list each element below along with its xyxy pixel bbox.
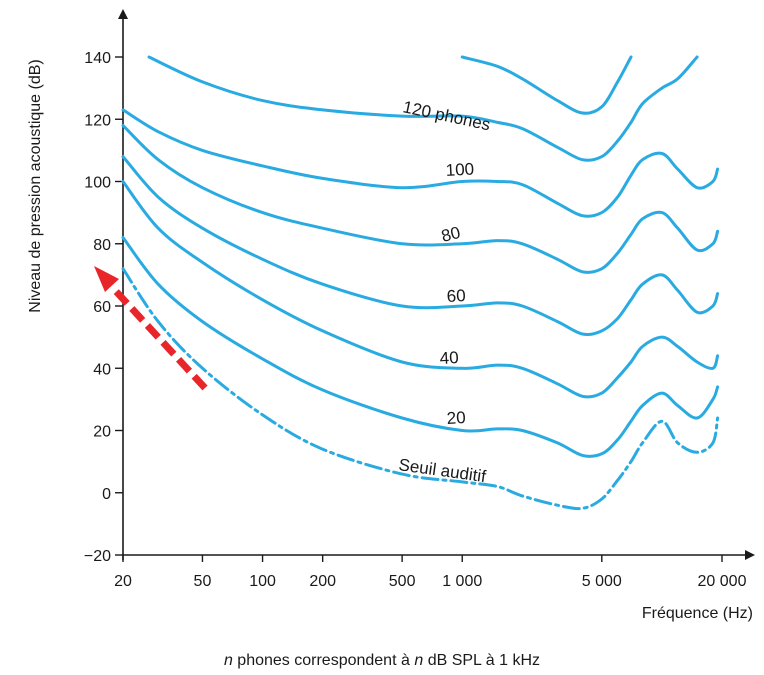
y-tick-label: 80 — [93, 237, 111, 254]
caption-text-2: dB SPL à 1 kHz — [427, 652, 541, 669]
axes — [118, 9, 755, 560]
curve-label: Seuil auditif — [397, 455, 487, 486]
y-tick-label: 60 — [93, 299, 111, 316]
curve-label: 120 phones — [401, 97, 492, 134]
y-tick-label: 20 — [93, 424, 111, 441]
y-tick-label: −20 — [84, 548, 111, 565]
y-tick-label: 0 — [102, 486, 111, 503]
x-tick-label: 5 000 — [582, 573, 622, 590]
x-tick-label: 200 — [309, 573, 336, 590]
x-tick-label: 20 000 — [698, 573, 747, 590]
curve-label: 100 — [445, 160, 474, 180]
red-dashed-arrow-line — [109, 284, 208, 391]
x-axis-label: Fréquence (Hz) — [642, 605, 753, 622]
curve-20 — [121, 236, 720, 458]
caption-text-1: phones correspondent à — [237, 652, 410, 669]
x-tick-label: 100 — [249, 573, 276, 590]
curve-80 — [121, 124, 720, 274]
figure-caption: n phones correspondent à n dB SPL à 1 kH… — [0, 652, 764, 670]
curve-label: 20 — [446, 408, 466, 428]
curve-extra-7 — [460, 55, 633, 115]
x-tick-label: 1 000 — [442, 573, 482, 590]
y-axis-label: Niveau de pression acoustique (dB) — [27, 59, 44, 312]
y-tick-label: 100 — [84, 175, 111, 192]
red-arrow-head — [94, 266, 119, 292]
curve-100 — [121, 108, 720, 218]
curves — [121, 55, 720, 511]
x-tick-label: 50 — [194, 573, 212, 590]
y-tick-label: 120 — [84, 112, 111, 129]
caption-n-1: n — [223, 652, 233, 669]
axis-ticks: −20 0 20 40 60 80 100 120 140 20 50 100 200 500 1 000 5… — [84, 50, 747, 590]
curve-120-phones — [147, 55, 699, 162]
y-tick-label: 40 — [93, 361, 111, 378]
x-tick-label: 20 — [114, 573, 132, 590]
caption-n-2: n — [414, 652, 424, 669]
curve-seuil-auditif — [121, 267, 720, 511]
y-tick-label: 140 — [84, 50, 111, 67]
red-dashed-arrow-annotation — [94, 266, 208, 391]
curve-label: 80 — [439, 223, 462, 246]
curve-60 — [121, 155, 720, 337]
curve-label: 60 — [446, 286, 466, 306]
curve-label: 40 — [439, 348, 459, 368]
x-tick-label: 500 — [389, 573, 416, 590]
curve-40 — [121, 180, 720, 399]
